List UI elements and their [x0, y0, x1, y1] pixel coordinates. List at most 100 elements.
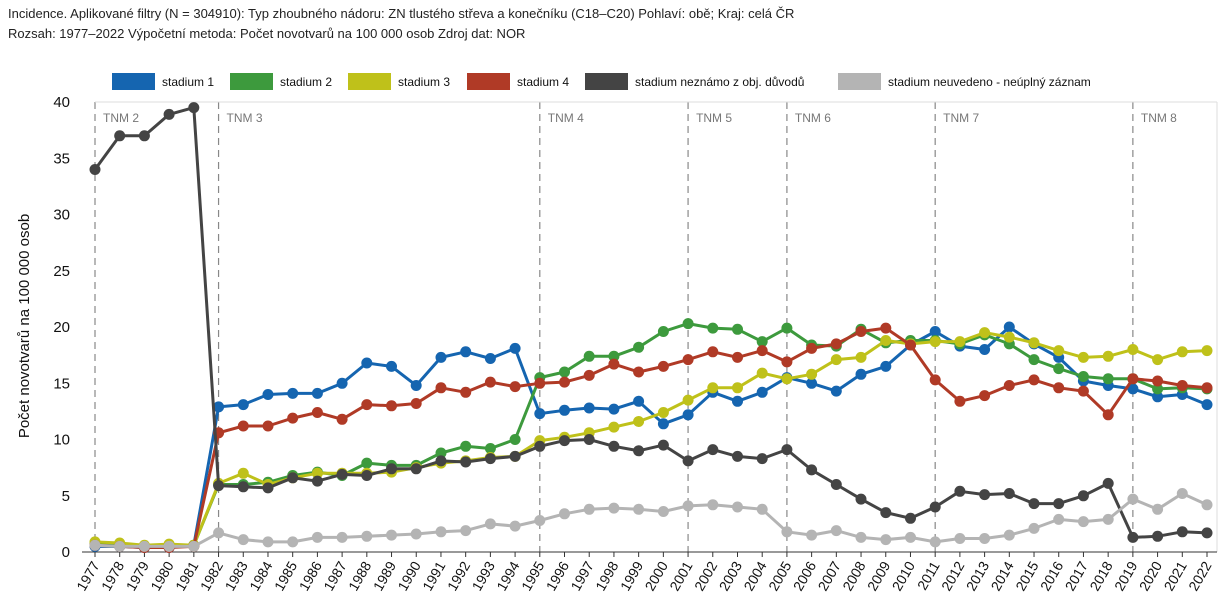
legend-item-4[interactable]: stadium 4 [467, 73, 569, 90]
data-point [732, 351, 743, 363]
data-point [237, 420, 249, 432]
data-point [1201, 345, 1213, 357]
data-point [361, 530, 373, 542]
data-point [707, 382, 719, 394]
data-point [608, 350, 620, 362]
y-tick-label: 10 [53, 432, 70, 449]
x-tick-label: 2017 [1062, 558, 1092, 593]
data-point [830, 385, 842, 397]
data-point [262, 482, 274, 494]
tnm-marker-label: TNM 4 [548, 111, 584, 125]
data-point [559, 366, 570, 378]
data-point [608, 403, 620, 415]
data-point [707, 346, 719, 358]
x-tick-label: 1990 [394, 558, 424, 593]
data-point [855, 531, 867, 543]
legend-item-1[interactable]: stadium 1 [112, 73, 214, 90]
data-point [1003, 321, 1015, 333]
data-point [237, 534, 249, 546]
data-point [1152, 391, 1164, 403]
legend-label: stadium 3 [398, 75, 450, 89]
data-point [1176, 526, 1188, 538]
data-point [287, 387, 299, 399]
data-point [608, 440, 620, 452]
series-line [94, 326, 1208, 549]
x-tick-label: 1984 [246, 558, 276, 593]
series-2 [89, 318, 1213, 552]
y-axis-label: Počet novotvarů na 100 000 osob [16, 214, 33, 438]
data-point [633, 445, 645, 457]
data-point [1028, 374, 1040, 386]
legend-swatch [467, 73, 510, 90]
x-tick-label: 2005 [765, 558, 795, 593]
y-tick-label: 5 [62, 488, 70, 505]
data-point [979, 327, 991, 339]
data-point [707, 444, 719, 456]
data-point [138, 130, 150, 142]
data-point [633, 341, 645, 353]
data-point [608, 421, 620, 433]
data-point [781, 444, 793, 456]
data-point [1077, 351, 1089, 363]
x-tick-label: 1994 [493, 558, 523, 593]
data-point [880, 335, 892, 346]
data-point [1152, 503, 1164, 515]
data-point [386, 360, 397, 372]
x-tick-label: 1978 [98, 558, 128, 593]
filter-description: Incidence. Aplikované filtry (N = 304910… [8, 6, 795, 21]
y-tick-label: 15 [53, 375, 70, 392]
legend-swatch [230, 73, 273, 90]
x-tick-label: 1983 [221, 558, 251, 593]
x-tick-label: 2002 [691, 558, 721, 593]
data-point [287, 412, 299, 424]
legend-item-6[interactable]: stadium neuvedeno - neúplný záznam [838, 73, 1091, 90]
series-line [94, 492, 1208, 548]
data-point [1102, 477, 1114, 489]
data-point [435, 526, 447, 538]
data-point [657, 506, 669, 517]
data-point [1028, 354, 1040, 366]
data-point [633, 416, 645, 427]
data-point [633, 395, 645, 407]
data-point [1201, 527, 1213, 539]
legend[interactable]: stadium 1 stadium 2 stadium 3 stadium 4 stad… [112, 73, 1091, 90]
data-point [732, 323, 743, 335]
data-point [1102, 409, 1114, 421]
data-point [559, 376, 570, 388]
data-point [954, 533, 966, 544]
data-point [954, 336, 966, 348]
data-point [781, 526, 793, 538]
series-4 [89, 322, 1213, 553]
data-point [806, 368, 818, 380]
data-point [929, 336, 941, 348]
data-point [534, 377, 546, 389]
tnm-marker-label: TNM 6 [795, 111, 831, 125]
data-point [1003, 380, 1015, 391]
series-group [89, 102, 1213, 553]
x-tick-label: 2003 [716, 558, 746, 593]
legend-item-5[interactable]: stadium neznámo z obj. důvodů [585, 73, 804, 90]
x-tick-label: 1988 [345, 558, 375, 593]
data-point [509, 434, 521, 445]
data-point [386, 400, 397, 412]
data-point [583, 369, 595, 381]
data-point [460, 440, 472, 452]
x-tick-label: 1986 [296, 558, 326, 593]
series-3 [89, 327, 1213, 551]
tnm-marker-label: TNM 3 [227, 111, 263, 125]
data-point [361, 357, 373, 369]
x-tick-label: 1977 [73, 558, 103, 593]
data-point [929, 326, 941, 337]
data-point [781, 322, 793, 334]
x-tick-label: 2011 [914, 558, 943, 592]
x-tick-label: 1992 [444, 558, 474, 593]
legend-item-3[interactable]: stadium 3 [348, 73, 450, 90]
data-point [806, 342, 818, 354]
legend-item-2[interactable]: stadium 2 [230, 73, 332, 90]
x-tick-label: 2001 [666, 558, 696, 593]
data-point [262, 536, 274, 548]
data-point [1053, 363, 1065, 375]
data-point [583, 350, 595, 362]
series-1 [89, 321, 1213, 553]
